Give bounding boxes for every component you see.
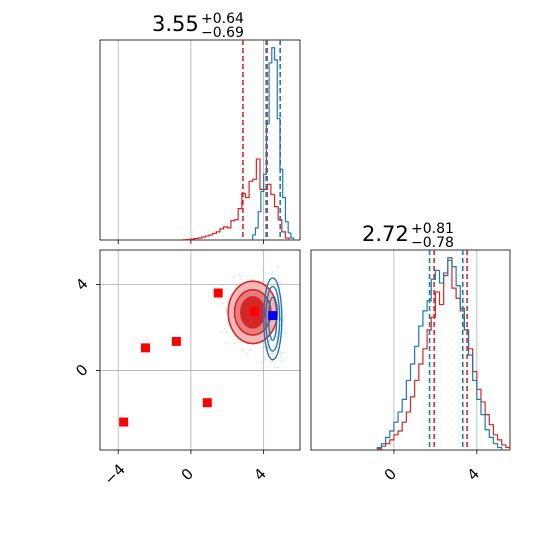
sample-dot (277, 281, 280, 284)
sample-dot (271, 353, 273, 355)
sample-dot (266, 346, 269, 348)
sample-dot (222, 302, 224, 305)
right-title-main: 2.72 (362, 222, 409, 246)
scatter-marker-4 (202, 398, 212, 408)
sample-dot (279, 350, 282, 353)
sample-dot (277, 293, 280, 295)
sample-dot (263, 356, 265, 359)
sample-dot (279, 286, 281, 289)
sample-dot (249, 349, 251, 351)
sample-dot (271, 288, 274, 291)
blue-contour-level-0 (262, 277, 283, 361)
sample-dot (269, 338, 271, 341)
right-xtick-label-1: 4 (464, 465, 483, 484)
sample-dot (267, 348, 270, 350)
right-hist-title: 2.72 (362, 222, 409, 246)
right-xtick-label-0: 0 (381, 465, 400, 484)
sample-dot (267, 278, 270, 281)
scatter-marker-6 (268, 311, 278, 321)
sample-dot (224, 327, 226, 330)
sample-dot (239, 278, 242, 280)
sample-dot (271, 271, 274, 274)
joint-xtick-label-0: −4 (100, 460, 128, 488)
sample-dot (246, 353, 249, 356)
sample-dot (264, 358, 267, 361)
sample-dot (280, 360, 283, 363)
sample-dot (272, 344, 275, 347)
sample-dot (277, 317, 279, 320)
sample-dot (227, 295, 230, 297)
sample-dot (268, 339, 271, 342)
sample-dot (241, 275, 243, 278)
top-hist-title: 3.55 (152, 12, 199, 36)
sample-dot (262, 270, 264, 273)
blue-contour-level-1 (265, 285, 281, 352)
scatter-marker-0 (213, 288, 223, 298)
sample-dot (226, 331, 228, 334)
sample-dot (225, 342, 227, 344)
joint-ytick-label-0: 0 (72, 361, 91, 380)
top-left-panel (100, 40, 300, 240)
sample-dot (279, 353, 282, 355)
joint-xtick-label-2: 4 (250, 465, 269, 484)
right-hist-series-1 (376, 257, 503, 450)
scatter-marker-3 (171, 336, 181, 346)
scatter-marker-2 (140, 343, 150, 353)
right-hist-series-0 (376, 259, 511, 450)
joint-xtick-label-1: 0 (178, 465, 197, 484)
sample-dot (226, 303, 229, 305)
sample-dot (260, 360, 263, 363)
sample-dot (251, 278, 253, 281)
joint-frame (99, 249, 301, 451)
sample-dot (275, 296, 277, 299)
scatter-marker-5 (119, 417, 129, 427)
sample-dot (280, 355, 282, 358)
sample-dot (282, 351, 284, 354)
top-hist-group (99, 39, 301, 244)
sample-dot (280, 282, 283, 285)
sample-dot (219, 331, 222, 333)
joint-ytick-label-1: 4 (72, 275, 91, 294)
top-hist-title-sup: +0.64 (201, 11, 244, 27)
top-title-main: 3.55 (152, 12, 199, 36)
sample-dot (281, 295, 284, 297)
sample-dot (224, 308, 227, 311)
sample-dot (283, 331, 286, 334)
sample-dot (272, 352, 275, 355)
right-hist-title-sup: +0.81 (411, 221, 454, 237)
sample-dot (238, 273, 241, 275)
top-hist-title-sub: −0.69 (201, 25, 244, 41)
sample-dot (222, 284, 225, 287)
bottom-right-panel (311, 250, 510, 450)
sample-dot (225, 310, 228, 312)
sample-dot (261, 347, 263, 349)
top-hist-series-0 (183, 158, 290, 241)
joint-group: −4 0 4 0 4 (72, 249, 301, 489)
sample-dot (273, 366, 276, 368)
top-frame (99, 39, 301, 241)
sample-dot (241, 349, 244, 352)
right-frame (310, 249, 511, 451)
sample-dot (276, 335, 278, 337)
sample-dot (268, 361, 271, 363)
sample-dot (262, 342, 265, 345)
sample-dot (277, 265, 279, 268)
top-hist-series-1 (252, 47, 295, 240)
right-hist-title-sub: −0.78 (411, 235, 454, 251)
scatter-marker-1 (250, 306, 260, 316)
sample-dot (262, 267, 265, 270)
sample-dot (277, 366, 280, 369)
sample-dot (283, 317, 285, 319)
sample-dot (276, 331, 279, 334)
sample-dot (236, 338, 239, 341)
sample-dot (233, 276, 235, 279)
